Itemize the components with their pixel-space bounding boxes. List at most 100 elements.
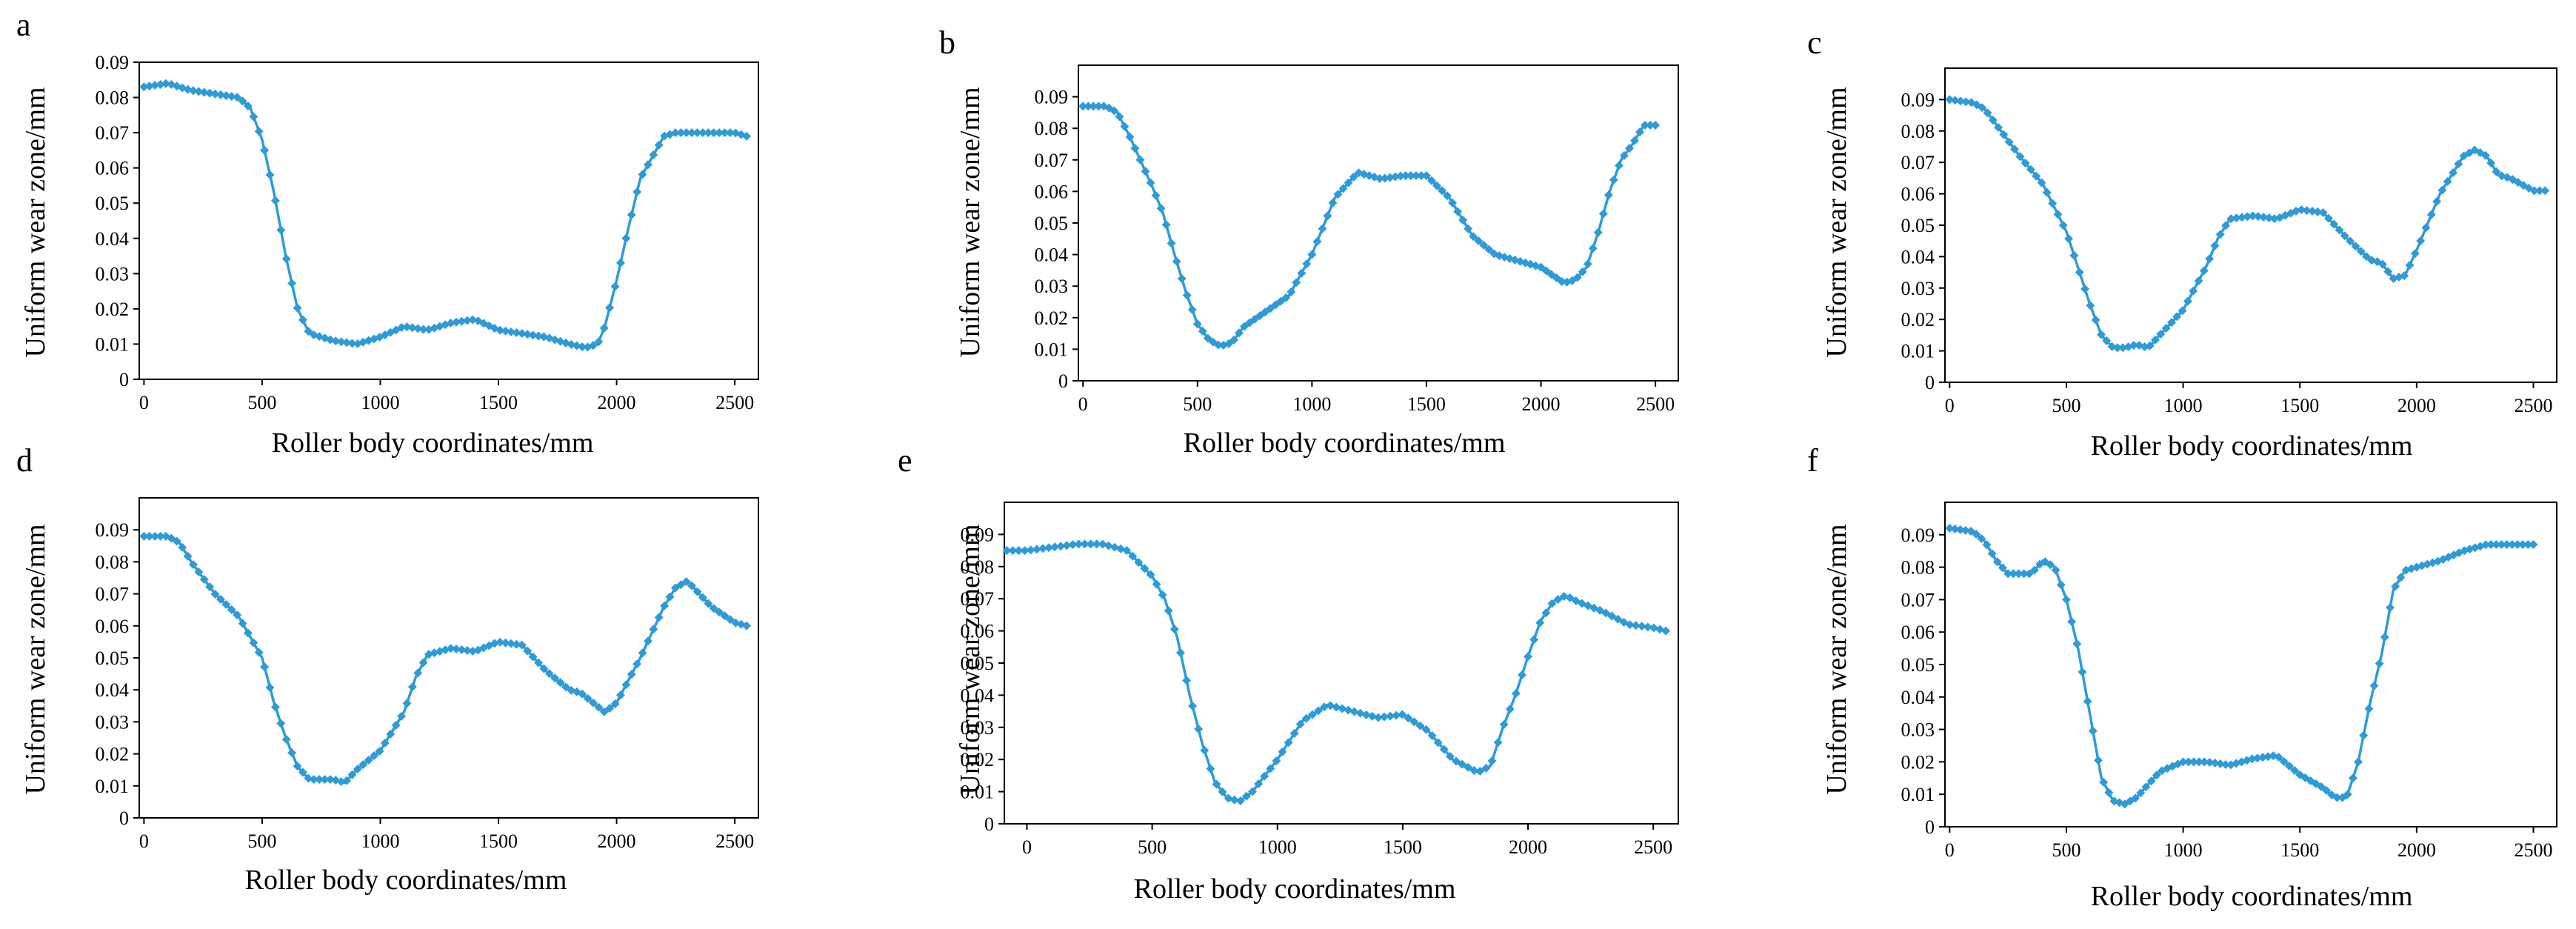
data-point bbox=[1464, 224, 1473, 233]
data-point bbox=[2046, 560, 2055, 570]
data-point bbox=[2029, 565, 2039, 575]
data-point bbox=[1453, 207, 1463, 216]
data-point bbox=[670, 128, 680, 138]
data-point bbox=[1625, 620, 1635, 630]
data-point bbox=[1326, 701, 1335, 710]
data-point bbox=[2263, 752, 2273, 762]
data-point bbox=[2145, 341, 2155, 350]
data-point bbox=[1084, 101, 1093, 111]
data-point bbox=[2199, 266, 2209, 276]
data-point bbox=[715, 607, 724, 617]
data-point bbox=[2437, 185, 2447, 195]
data-point bbox=[2318, 208, 2328, 218]
data-point bbox=[2064, 234, 2074, 244]
y-tick-label: 0.07 bbox=[961, 588, 995, 610]
data-point bbox=[2051, 565, 2061, 575]
data-point bbox=[413, 324, 423, 333]
x-tick-label: 1000 bbox=[361, 392, 399, 413]
data-point bbox=[633, 187, 642, 197]
data-point bbox=[1481, 763, 1491, 773]
x-tick-label: 500 bbox=[1138, 836, 1167, 858]
data-point bbox=[1557, 277, 1566, 287]
data-point bbox=[550, 673, 560, 683]
data-point bbox=[1026, 545, 1035, 555]
data-point bbox=[1104, 541, 1113, 550]
y-tick-label: 0.03 bbox=[1035, 276, 1069, 297]
data-point bbox=[627, 210, 636, 219]
data-point bbox=[2058, 221, 2068, 230]
y-tick-label: 0.08 bbox=[1901, 121, 1935, 142]
data-point bbox=[1572, 273, 1582, 282]
data-point bbox=[2502, 539, 2512, 549]
y-axis-title: Uniform wear zone/mm bbox=[1821, 87, 1852, 357]
data-point bbox=[1349, 173, 1358, 182]
y-tick-label: 0.09 bbox=[96, 52, 130, 73]
data-point bbox=[1140, 564, 1149, 573]
data-point bbox=[1229, 795, 1239, 805]
data-point bbox=[2454, 159, 2463, 169]
y-tick-label: 0.01 bbox=[1901, 784, 1935, 805]
data-point bbox=[1631, 621, 1641, 630]
data-point bbox=[2248, 211, 2258, 221]
data-point bbox=[2237, 213, 2246, 222]
x-tick-label: 2000 bbox=[2398, 395, 2436, 416]
data-point bbox=[276, 225, 286, 235]
data-point bbox=[1458, 759, 1467, 769]
data-point bbox=[1613, 614, 1623, 624]
data-point bbox=[1229, 336, 1238, 345]
data-point bbox=[1583, 259, 1592, 269]
data-point bbox=[2369, 681, 2379, 690]
series-line bbox=[144, 535, 747, 785]
data-point bbox=[331, 336, 341, 346]
data-point bbox=[1032, 545, 1041, 554]
data-point bbox=[402, 322, 412, 332]
y-tick-label: 0.07 bbox=[96, 122, 130, 144]
data-point bbox=[665, 592, 675, 602]
data-point bbox=[270, 196, 280, 205]
data-point bbox=[178, 542, 187, 552]
data-point bbox=[1978, 103, 1987, 113]
data-point bbox=[216, 90, 225, 99]
data-point bbox=[715, 128, 724, 138]
data-point bbox=[654, 613, 664, 622]
data-point bbox=[2410, 249, 2420, 259]
y-tick-label: 0.06 bbox=[1901, 622, 1935, 643]
x-tick-label: 0 bbox=[1022, 836, 1032, 858]
data-point bbox=[1135, 155, 1145, 164]
x-tick-label: 2500 bbox=[715, 392, 754, 413]
data-point bbox=[1169, 625, 1179, 634]
data-point bbox=[2099, 777, 2109, 787]
data-point bbox=[693, 128, 702, 138]
data-point bbox=[139, 531, 149, 541]
data-point bbox=[227, 92, 236, 101]
x-tick-label: 2500 bbox=[2514, 395, 2552, 416]
data-point bbox=[1338, 704, 1347, 713]
data-point bbox=[1200, 745, 1209, 755]
data-point bbox=[1421, 171, 1431, 181]
data-point bbox=[2421, 223, 2431, 233]
x-axis-title: Roller body coordinates/mm bbox=[245, 865, 567, 896]
data-point bbox=[1295, 719, 1305, 729]
data-point bbox=[1320, 702, 1329, 712]
data-point bbox=[1421, 725, 1431, 734]
data-point bbox=[1415, 721, 1425, 730]
data-point bbox=[1955, 96, 1965, 106]
data-point bbox=[1278, 747, 1287, 756]
data-point bbox=[452, 644, 461, 653]
data-point bbox=[2232, 213, 2241, 223]
data-point bbox=[1234, 328, 1244, 338]
data-point bbox=[1392, 710, 1401, 720]
y-axis-title: Uniform wear zone/mm bbox=[955, 87, 986, 357]
y-tick-label: 0.08 bbox=[96, 87, 130, 109]
data-point bbox=[2253, 212, 2263, 222]
data-point bbox=[2172, 312, 2182, 322]
plot-frame bbox=[1004, 502, 1679, 825]
data-point bbox=[495, 325, 505, 335]
data-point bbox=[270, 702, 280, 712]
data-point bbox=[1588, 244, 1598, 253]
data-point bbox=[2152, 770, 2161, 780]
data-point bbox=[144, 81, 154, 91]
x-tick-label: 500 bbox=[247, 830, 276, 852]
data-point bbox=[1499, 719, 1509, 729]
x-tick-label: 1500 bbox=[479, 392, 518, 413]
